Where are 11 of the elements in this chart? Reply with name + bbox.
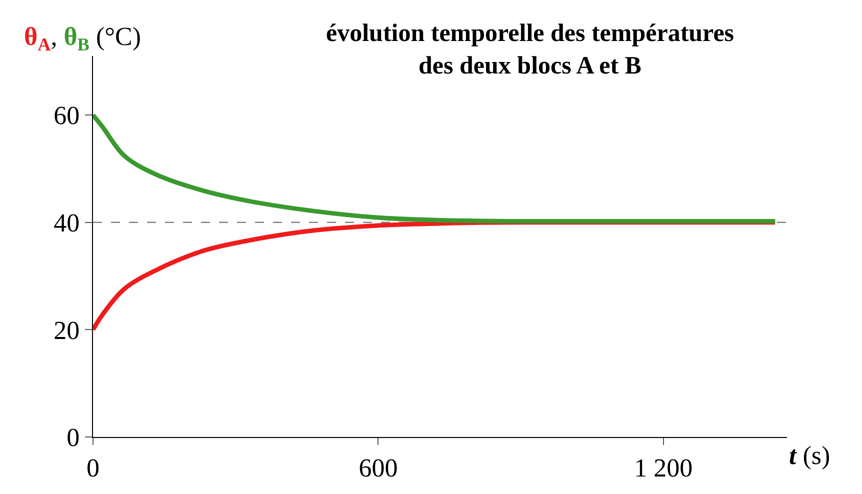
y-tick-label: 0 <box>66 423 80 452</box>
y-axis-title: θ$_{A}$, θ$_{B}$ (°C) <box>24 22 141 54</box>
x-axis-title: t (s) <box>789 441 830 470</box>
x-tick-label: 1 200 <box>634 453 693 482</box>
x-tick-label: 600 <box>358 453 398 482</box>
y-tick-label: 60 <box>54 101 80 130</box>
x-tick-label: 0 <box>86 453 100 482</box>
chart-title: évolution temporelle des températures des deux blocs A et B <box>326 20 734 80</box>
y-tick-label: 40 <box>54 208 80 238</box>
line-series <box>93 112 778 224</box>
y-tick-label: 20 <box>54 316 80 345</box>
